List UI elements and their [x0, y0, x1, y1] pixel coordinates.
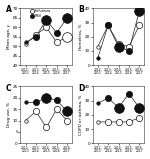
Y-axis label: Drug use, %: Drug use, %	[7, 102, 11, 127]
Text: A: A	[6, 6, 12, 14]
Text: B: B	[78, 6, 84, 14]
Text: D: D	[78, 84, 84, 93]
Text: C: C	[6, 84, 11, 93]
Y-axis label: Mean age, y: Mean age, y	[7, 24, 11, 49]
Y-axis label: Homeless, %: Homeless, %	[80, 24, 83, 50]
Legend: Influenza, RSV: Influenza, RSV	[30, 9, 51, 18]
Y-axis label: COPD or asthma, %: COPD or asthma, %	[80, 95, 83, 135]
